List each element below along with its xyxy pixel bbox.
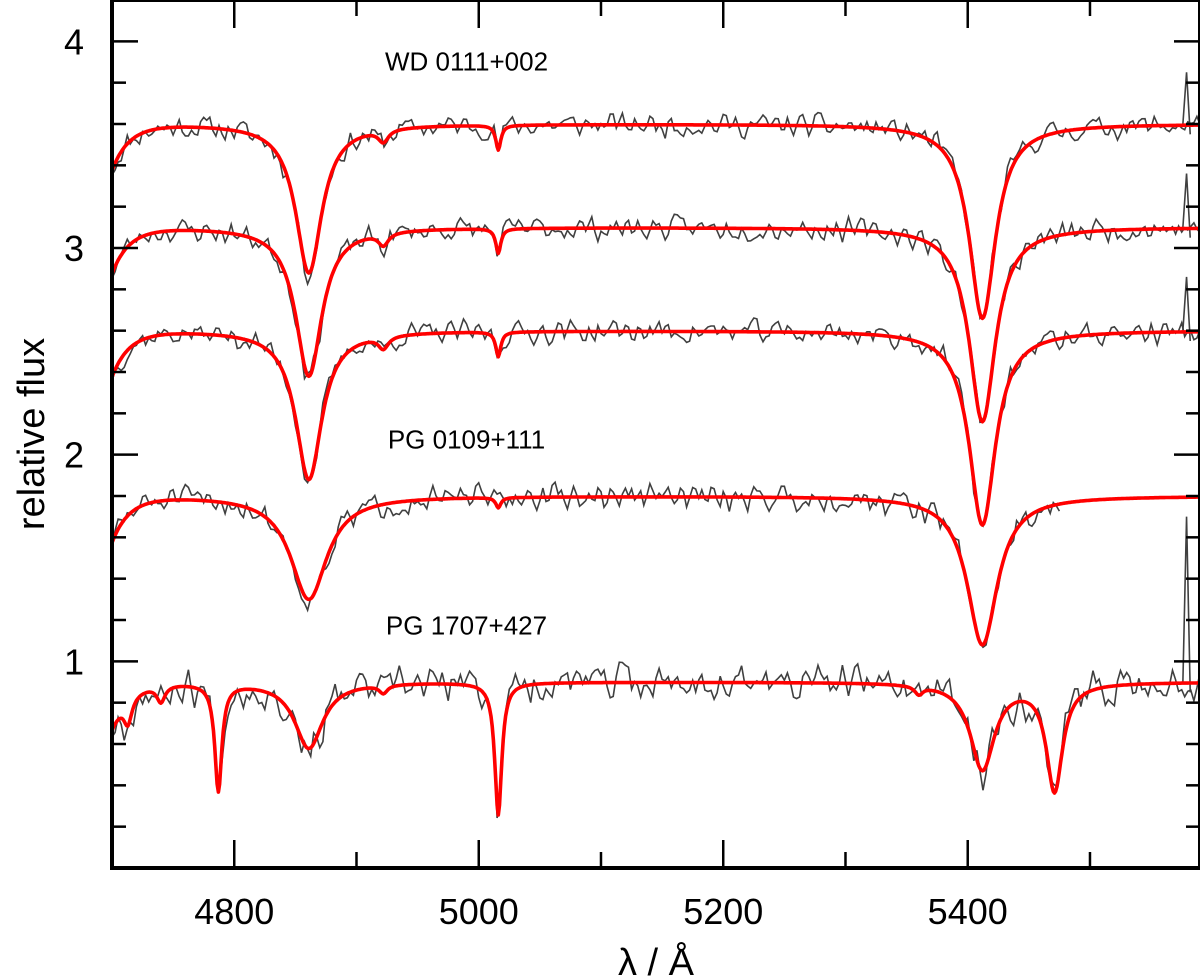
y-tick-label-2: 2 <box>64 435 84 476</box>
y-axis-label: relative flux <box>11 338 53 530</box>
observed-spectrum-4 <box>111 480 1061 649</box>
y-tick-label-1: 1 <box>64 641 84 682</box>
observed-spectrum-1 <box>111 110 1200 321</box>
observed-spectra <box>111 72 1200 819</box>
model-fit-3 <box>110 329 1200 527</box>
star-label-1: WD 0111+002 <box>385 46 548 76</box>
x-tick-label-5400: 5400 <box>928 891 1008 932</box>
x-tick-label-5200: 5200 <box>683 891 763 932</box>
axis-ticks <box>112 0 1200 868</box>
observed-spectrum-5 <box>111 661 1200 819</box>
x-tick-label-5000: 5000 <box>439 891 519 932</box>
emission-spike-2 <box>1182 173 1192 238</box>
tick-labels: 4800 5000 5200 5400 1 2 3 4 <box>64 21 1008 932</box>
emission-spike-1 <box>1182 72 1192 135</box>
observed-spectrum-3 <box>111 317 1200 528</box>
plot-frame <box>110 0 1200 870</box>
model-fit-2 <box>110 226 1200 424</box>
model-fit-1 <box>110 123 1200 321</box>
emission-spike-3 <box>1182 276 1192 342</box>
y-tick-label-3: 3 <box>64 228 84 269</box>
observed-spectrum-2 <box>111 213 1200 424</box>
x-tick-label-4800: 4800 <box>194 891 274 932</box>
x-axis-label: λ / Å <box>618 940 695 979</box>
model-fits <box>110 123 1200 817</box>
y-tick-label-4: 4 <box>64 21 84 62</box>
star-label-3: PG 1707+427 <box>386 610 547 640</box>
model-fit-5 <box>110 680 1200 817</box>
star-label-2: PG 0109+111 <box>388 424 545 454</box>
emission-spike-4 <box>1182 516 1192 693</box>
model-fit-4 <box>110 495 1200 647</box>
star-annotations: WD 0111+002 PG 0109+111 PG 1707+427 <box>385 46 548 640</box>
